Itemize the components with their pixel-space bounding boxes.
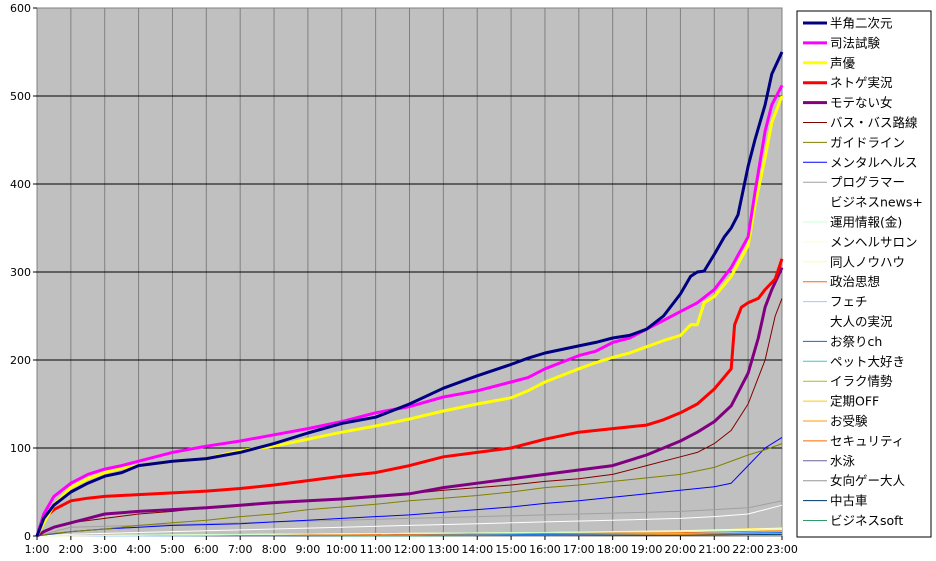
x-tick-label: 12:00 (394, 543, 426, 556)
series-line-7 (36, 443, 783, 537)
x-tick-label: 1:00 (25, 543, 50, 556)
y-tick-label: 0 (24, 530, 31, 543)
x-tick-label: 23:00 (766, 543, 798, 556)
x-tick-label: 2:00 (59, 543, 84, 556)
y-tick-label: 200 (10, 354, 31, 367)
x-tick-label: 16:00 (529, 543, 561, 556)
series-line-4 (35, 258, 784, 537)
legend-label: メンタルヘルス (830, 155, 918, 170)
legend-label: 声優 (830, 55, 856, 70)
legend-label: 運用情報(金) (830, 215, 902, 230)
legend-label: 水泳 (830, 453, 856, 468)
legend: 半角二次元司法試験声優ネトゲ実況モテない女バス・バス路線ガイドラインメンタルヘル… (803, 16, 923, 528)
x-tick-label: 8:00 (262, 543, 287, 556)
y-axis-ticks: 0 100 200 300 400 500 600 (10, 2, 37, 543)
legend-label: フェチ (830, 294, 868, 309)
x-tick-label: 21:00 (698, 543, 730, 556)
x-tick-label: 14:00 (461, 543, 493, 556)
legend-label: 中古車 (830, 493, 868, 508)
legend-label: 大人の実況 (830, 314, 893, 329)
legend-box (796, 10, 932, 538)
series-line-2 (35, 84, 784, 537)
x-tick-label: 4:00 (126, 543, 151, 556)
y-tick-label: 400 (10, 178, 31, 191)
series-line-3 (35, 95, 784, 537)
x-tick-label: 7:00 (228, 543, 253, 556)
legend-label: お祭りch (830, 334, 882, 349)
legend-label: 同人ノウハウ (830, 254, 905, 269)
x-tick-label: 13:00 (428, 543, 460, 556)
legend-label: メンヘルサロン (830, 234, 918, 249)
series-line-10 (36, 504, 783, 537)
legend-label: ネトゲ実況 (830, 75, 893, 90)
legend-label: ビジネスnews+ (830, 195, 923, 210)
y-tick-label: 300 (10, 266, 31, 279)
legend-label: 女向ゲー大人 (830, 473, 906, 488)
legend-label: 定期OFF (830, 394, 879, 409)
legend-label: ビジネスsoft (830, 513, 903, 528)
y-tick-label: 600 (10, 2, 31, 15)
series-line-6 (36, 298, 783, 537)
x-tick-label: 19:00 (631, 543, 663, 556)
x-tick-label: 6:00 (194, 543, 219, 556)
series-line-11 (36, 528, 783, 537)
x-tick-label: 9:00 (296, 543, 321, 556)
horizontal-gridlines (37, 95, 782, 449)
x-tick-label: 17:00 (563, 543, 595, 556)
legend-label: ガイドライン (830, 135, 905, 150)
x-tick-label: 15:00 (495, 543, 527, 556)
legend-label: プログラマー (830, 175, 905, 190)
series-line-9 (36, 500, 783, 537)
legend-label: 半角二次元 (830, 16, 893, 31)
legend-label: 政治思想 (830, 274, 880, 289)
series-line-8 (36, 436, 783, 537)
legend-label: 司法試験 (830, 35, 881, 50)
legend-label: お受験 (830, 414, 868, 429)
series-line-1 (35, 51, 784, 537)
series-line-5 (36, 266, 784, 538)
x-tick-label: 3:00 (92, 543, 117, 556)
legend-label: モテない女 (830, 95, 893, 110)
legend-label: セキュリティ (830, 433, 904, 448)
x-tick-label: 5:00 (160, 543, 185, 556)
x-tick-label: 18:00 (597, 543, 629, 556)
x-tick-label: 10:00 (326, 543, 358, 556)
x-tick-label: 22:00 (732, 543, 764, 556)
x-axis-ticks: 1:00 2:00 3:00 4:00 5:00 6:00 7:00 8:00 9:00 10:0… (25, 536, 798, 556)
y-tick-label: 100 (10, 442, 31, 455)
legend-label: バス・バス路線 (830, 115, 918, 130)
x-tick-label: 11:00 (360, 543, 392, 556)
legend-label: ペット大好き (830, 354, 905, 369)
y-tick-label: 500 (10, 90, 31, 103)
x-tick-label: 20:00 (665, 543, 697, 556)
legend-label: イラク情勢 (830, 374, 893, 389)
